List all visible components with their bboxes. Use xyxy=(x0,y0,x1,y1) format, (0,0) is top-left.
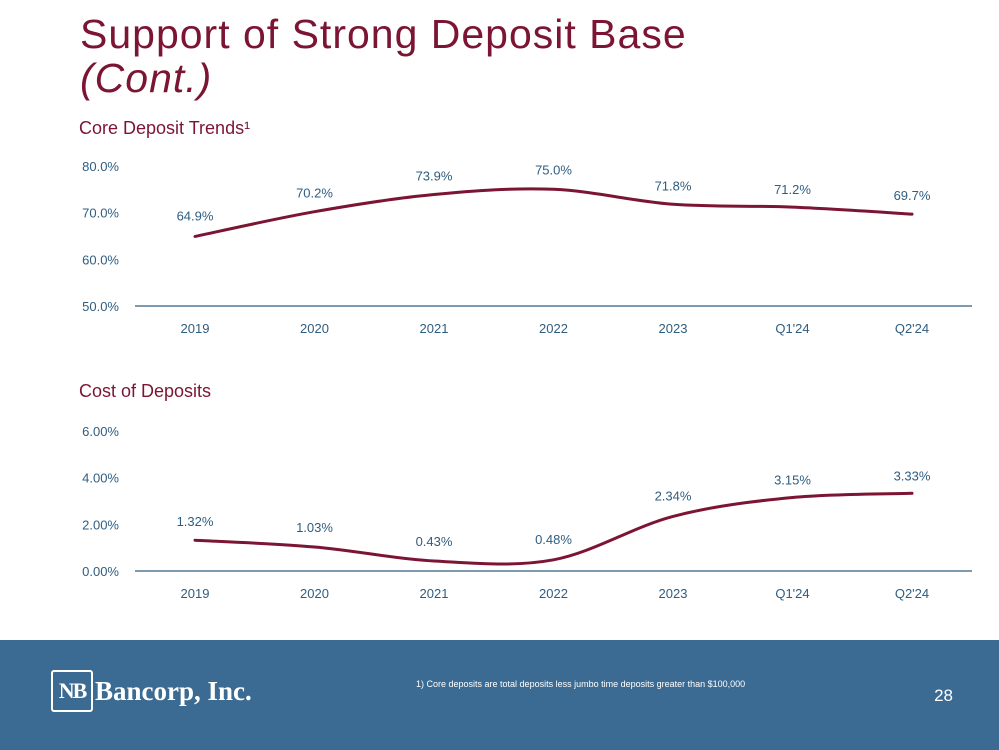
core-deposit-x-tick-label: 2023 xyxy=(659,321,688,336)
cost-of-deposits-x-tick-label: 2022 xyxy=(539,586,568,601)
core-deposit-x-tick-label: Q1'24 xyxy=(775,321,809,336)
core-deposit-data-label: 69.7% xyxy=(894,188,931,203)
cost-of-deposits-chart: 0.00% 2.00% 4.00% 6.00% 2019 1.32% 2020 1.03% 20… xyxy=(82,424,972,601)
cost-of-deposits-x-tick-label: 2019 xyxy=(181,586,210,601)
page-title: Support of Strong Deposit Base (Cont.) xyxy=(80,12,687,100)
core-deposit-x-tick-label: 2019 xyxy=(181,321,210,336)
core-deposit-data-label: 71.8% xyxy=(655,178,692,193)
cost-of-deposits-data-label: 0.43% xyxy=(416,534,453,549)
core-deposit-data-label: 75.0% xyxy=(535,162,572,177)
cost-of-deposits-data-label: 3.33% xyxy=(894,468,931,483)
cost-of-deposits-x-tick-label: 2020 xyxy=(300,586,329,601)
logo-mark: NB xyxy=(51,670,93,712)
core-deposit-y-tick-label: 70.0% xyxy=(82,206,119,221)
cost-of-deposits-y-tick-label: 2.00% xyxy=(82,517,119,532)
company-logo: NB Bancorp, Inc. xyxy=(51,670,252,712)
core-deposit-series-line xyxy=(193,187,914,238)
page-number: 28 xyxy=(934,686,953,705)
cost-of-deposits-data-label: 3.15% xyxy=(774,473,811,488)
cost-of-deposits-x-tick-label: 2021 xyxy=(420,586,449,601)
cost-of-deposits-data-label: 0.48% xyxy=(535,532,572,547)
core-deposit-y-tick-label: 60.0% xyxy=(82,252,119,267)
footnote: 1) Core deposits are total deposits less… xyxy=(416,679,746,689)
core-deposit-x-tick-label: 2022 xyxy=(539,321,568,336)
page-title-main: Support of Strong Deposit Base xyxy=(80,11,687,57)
cost-of-deposits-x-tick-label: Q1'24 xyxy=(775,586,809,601)
cost-of-deposits-series-line xyxy=(193,491,914,566)
cost-of-deposits-y-tick-label: 6.00% xyxy=(82,424,119,439)
core-deposit-x-tick-label: 2020 xyxy=(300,321,329,336)
logo-text: Bancorp, Inc. xyxy=(95,675,252,706)
core-deposit-chart-title: Core Deposit Trends¹ xyxy=(79,118,251,138)
core-deposit-data-label: 64.9% xyxy=(177,208,214,223)
cost-of-deposits-chart-title: Cost of Deposits xyxy=(79,381,212,401)
page-title-sub: (Cont.) xyxy=(80,55,213,101)
core-deposit-y-tick-label: 80.0% xyxy=(82,159,119,174)
cost-of-deposits-y-tick-label: 4.00% xyxy=(82,471,119,486)
cost-of-deposits-data-label: 1.32% xyxy=(177,514,214,529)
cost-of-deposits-data-label: 1.03% xyxy=(296,520,333,535)
core-deposit-data-label: 70.2% xyxy=(296,186,333,201)
core-deposit-data-label: 71.2% xyxy=(774,182,811,197)
cost-of-deposits-data-label: 2.34% xyxy=(655,488,692,503)
core-deposit-data-label: 73.9% xyxy=(416,168,453,183)
core-deposit-trends-chart: 50.0% 60.0% 70.0% 80.0% 2019 64.9% 2020 70.2% 20… xyxy=(82,159,972,336)
cost-of-deposits-y-tick-label: 0.00% xyxy=(82,564,119,579)
footer-bar: NB Bancorp, Inc. 1) Core deposits are to… xyxy=(0,640,999,750)
cost-of-deposits-x-tick-label: 2023 xyxy=(659,586,688,601)
core-deposit-y-tick-label: 50.0% xyxy=(82,299,119,314)
cost-of-deposits-x-tick-label: Q2'24 xyxy=(895,586,929,601)
core-deposit-x-tick-label: 2021 xyxy=(420,321,449,336)
core-deposit-x-tick-label: Q2'24 xyxy=(895,321,929,336)
